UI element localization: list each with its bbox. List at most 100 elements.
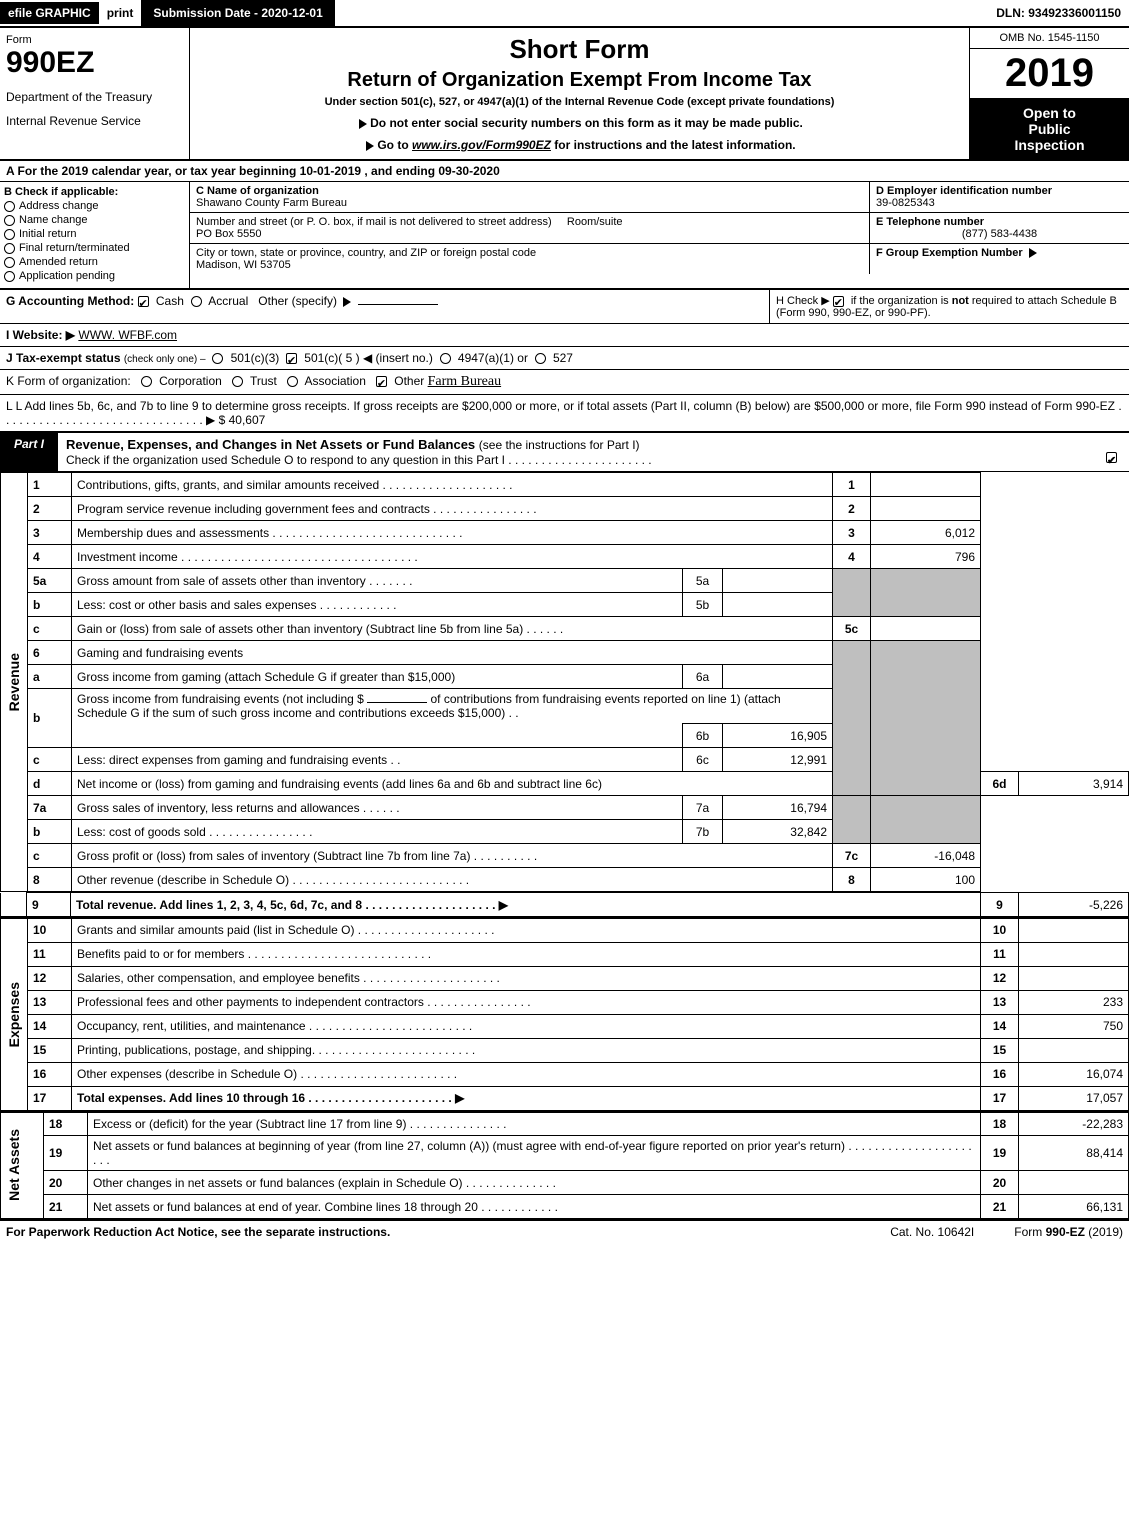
checkbox-4947[interactable]: [440, 353, 451, 364]
form-number: 990EZ: [6, 46, 183, 80]
line-2-num: 2: [833, 497, 871, 521]
checkbox-other-checked[interactable]: [376, 376, 387, 387]
line-20-val: [1019, 1171, 1129, 1195]
table-row: 13Professional fees and other payments t…: [1, 990, 1129, 1014]
table-row: 9 Total revenue. Add lines 1, 2, 3, 4, 5…: [1, 893, 1129, 917]
j-opt-3: 527: [553, 351, 573, 365]
section-f: F Group Exemption Number: [869, 244, 1129, 274]
table-row: 4 Investment income . . . . . . . . . . …: [1, 545, 1129, 569]
part-1-title-sub: (see the instructions for Part I): [479, 438, 640, 452]
dept-treasury: Department of the Treasury: [6, 90, 183, 104]
j-opt-0: 501(c)(3): [231, 351, 280, 365]
line-5b-inum: 5b: [683, 593, 723, 617]
checkbox-icon[interactable]: [4, 201, 15, 212]
chk-name-change[interactable]: Name change: [4, 214, 185, 226]
checkbox-501c-checked[interactable]: [286, 353, 297, 364]
checkbox-accrual[interactable]: [191, 296, 202, 307]
row-j: J Tax-exempt status (check only one) – 5…: [0, 347, 1129, 370]
line-6b-blank[interactable]: [367, 702, 427, 703]
chk-final-return[interactable]: Final return/terminated: [4, 242, 185, 254]
checkbox-h-checked[interactable]: [833, 296, 844, 307]
city-value: Madison, WI 53705: [196, 259, 291, 271]
table-row: 6 Gaming and fundraising events: [1, 641, 1129, 665]
checkbox-corp[interactable]: [141, 376, 152, 387]
table-row: Expenses 10 Grants and similar amounts p…: [1, 918, 1129, 942]
g-cash: Cash: [156, 294, 184, 308]
table-row: 12Salaries, other compensation, and empl…: [1, 966, 1129, 990]
checkbox-501c3[interactable]: [212, 353, 223, 364]
line-6b-desc1: Gross income from fundraising events (no…: [72, 689, 833, 724]
chk-label: Amended return: [19, 256, 98, 268]
footer-form-pre: Form: [1014, 1225, 1045, 1239]
footer-form-no: 990-EZ: [1046, 1225, 1085, 1239]
chk-application-pending[interactable]: Application pending: [4, 270, 185, 282]
irs-link[interactable]: www.irs.gov/Form990EZ: [412, 138, 551, 152]
row-h: H Check ▶ if the organization is not req…: [769, 290, 1129, 323]
chk-amended-return[interactable]: Amended return: [4, 256, 185, 268]
line-1-desc: Contributions, gifts, grants, and simila…: [72, 473, 833, 497]
ein-value: 39-0825343: [876, 197, 935, 209]
checkbox-trust[interactable]: [232, 376, 243, 387]
chk-label: Name change: [19, 214, 88, 226]
line-17-bold: Total expenses. Add lines 10 through 16 …: [77, 1091, 464, 1105]
g-other-blank[interactable]: [358, 304, 438, 305]
line-11-desc: Benefits paid to or for members . . . . …: [72, 942, 981, 966]
checkbox-527[interactable]: [535, 353, 546, 364]
gray-cell: [871, 569, 981, 617]
top-bar: efile GRAPHIC print Submission Date - 20…: [0, 0, 1129, 28]
line-15-num: 15: [981, 1038, 1019, 1062]
table-row: 14Occupancy, rent, utilities, and mainte…: [1, 1014, 1129, 1038]
page-footer: For Paperwork Reduction Act Notice, see …: [0, 1219, 1129, 1243]
line-9-desc: Total revenue. Add lines 1, 2, 3, 4, 5c,…: [71, 893, 981, 917]
chk-initial-return[interactable]: Initial return: [4, 228, 185, 240]
website-value[interactable]: WWW. WFBF.com: [78, 328, 177, 342]
line-16-val: 16,074: [1019, 1062, 1129, 1086]
line-3-val: 6,012: [871, 521, 981, 545]
line-14-val: 750: [1019, 1014, 1129, 1038]
checkbox-icon[interactable]: [4, 229, 15, 240]
line-5b-desc: Less: cost or other basis and sales expe…: [72, 593, 683, 617]
row-g: G Accounting Method: Cash Accrual Other …: [0, 290, 769, 323]
info-block: B Check if applicable: Address change Na…: [0, 182, 1129, 290]
footer-left: For Paperwork Reduction Act Notice, see …: [6, 1225, 890, 1239]
line-6a-ival: [723, 665, 833, 689]
checkbox-icon[interactable]: [4, 257, 15, 268]
table-row: 20Other changes in net assets or fund ba…: [1, 1171, 1129, 1195]
line-12-val: [1019, 966, 1129, 990]
under-section: Under section 501(c), 527, or 4947(a)(1)…: [200, 96, 959, 108]
row-c-city: City or town, state or province, country…: [190, 244, 1129, 274]
h-not: not: [952, 295, 969, 307]
arrow-icon: [366, 141, 374, 151]
checkbox-assoc[interactable]: [287, 376, 298, 387]
line-5c-desc: Gain or (loss) from sale of assets other…: [72, 617, 833, 641]
print-label[interactable]: print: [99, 2, 142, 24]
part-1-table: Revenue 1 Contributions, gifts, grants, …: [0, 472, 1129, 892]
line-11-val: [1019, 942, 1129, 966]
line-6a-desc: Gross income from gaming (attach Schedul…: [72, 665, 683, 689]
line-8-num: 8: [833, 868, 871, 892]
line-2-desc: Program service revenue including govern…: [72, 497, 833, 521]
part-1-title-text: Revenue, Expenses, and Changes in Net As…: [66, 437, 475, 452]
checkbox-icon[interactable]: [4, 243, 15, 254]
dln-label: DLN: 93492336001150: [988, 2, 1129, 24]
checkbox-part1-checked[interactable]: [1106, 452, 1117, 463]
addr-value: PO Box 5550: [196, 228, 261, 240]
chk-label: Address change: [19, 200, 99, 212]
line-4-val: 796: [871, 545, 981, 569]
row-k: K Form of organization: Corporation Trus…: [0, 370, 1129, 395]
table-row: 17Total expenses. Add lines 10 through 1…: [1, 1086, 1129, 1110]
table-row: 21Net assets or fund balances at end of …: [1, 1195, 1129, 1219]
j-opt-2: 4947(a)(1) or: [458, 351, 528, 365]
addr-label: Number and street (or P. O. box, if mail…: [196, 216, 552, 228]
checkbox-icon[interactable]: [4, 215, 15, 226]
j-opt-1: 501(c)( 5 ) ◀ (insert no.): [304, 351, 433, 365]
line-18-val: -22,283: [1019, 1112, 1129, 1136]
checkbox-cash-checked[interactable]: [138, 296, 149, 307]
chk-address-change[interactable]: Address change: [4, 200, 185, 212]
checkbox-icon[interactable]: [4, 271, 15, 282]
line-1-val: [871, 473, 981, 497]
section-b-title-text: B Check if applicable:: [4, 186, 118, 198]
line-5c-val: [871, 617, 981, 641]
table-row: 5a Gross amount from sale of assets othe…: [1, 569, 1129, 593]
line-1-num: 1: [833, 473, 871, 497]
